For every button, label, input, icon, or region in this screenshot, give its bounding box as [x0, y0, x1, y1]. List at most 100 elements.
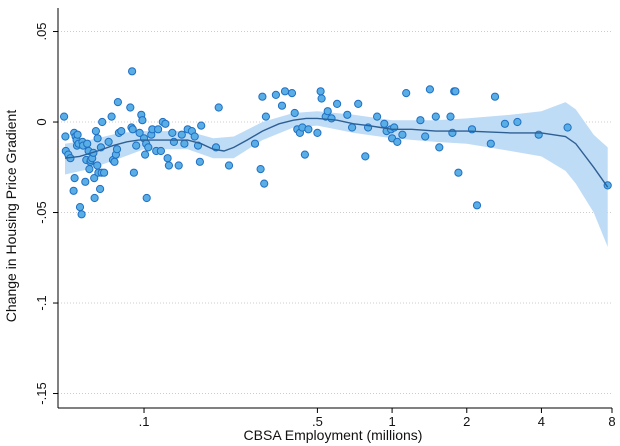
x-axis-title: CBSA Employment (millions): [244, 427, 423, 443]
data-point: [300, 150, 309, 159]
data-point: [129, 168, 138, 177]
x-tick-label: 2: [463, 414, 470, 429]
data-point: [490, 92, 500, 101]
data-point: [277, 101, 287, 110]
data-point: [107, 112, 116, 121]
data-point: [197, 121, 206, 130]
data-point: [112, 145, 122, 154]
data-point: [260, 179, 269, 188]
data-point: [431, 112, 440, 121]
data-point: [287, 89, 297, 98]
data-point: [451, 87, 460, 96]
data-point: [113, 98, 123, 107]
data-point: [174, 161, 183, 170]
y-tick-label: .05: [34, 22, 49, 40]
data-point: [135, 128, 144, 137]
data-point: [163, 154, 172, 163]
data-point: [534, 130, 543, 139]
y-tick-label: -.05: [34, 201, 49, 223]
data-point: [168, 128, 177, 137]
data-point: [421, 132, 430, 141]
y-axis-title: Change in Housing Price Gradient: [3, 110, 19, 323]
data-point: [90, 174, 99, 183]
data-point: [398, 130, 407, 139]
data-point: [69, 186, 78, 195]
data-point: [313, 128, 322, 137]
data-point: [104, 137, 113, 146]
data-point: [416, 116, 425, 125]
data-point: [169, 137, 178, 146]
data-point: [256, 165, 265, 174]
data-point: [317, 94, 326, 103]
data-point: [354, 99, 363, 109]
x-tick-label: .5: [312, 414, 323, 429]
data-point: [323, 107, 332, 116]
data-point: [472, 201, 482, 210]
data-point: [96, 184, 105, 194]
data-point: [327, 114, 336, 123]
y-tick-label: -.15: [34, 382, 49, 404]
fit-line: [64, 117, 609, 188]
data-point: [348, 123, 357, 132]
y-tick-label: -.1: [34, 295, 49, 310]
data-point: [224, 161, 234, 170]
data-point: [141, 150, 150, 159]
x-tick-label: 4: [538, 414, 545, 429]
data-point: [271, 90, 280, 100]
data-point: [304, 125, 313, 134]
data-point: [195, 157, 204, 166]
data-point: [73, 130, 82, 139]
confidence-band: [65, 102, 608, 247]
data-point: [250, 139, 260, 148]
data-point: [380, 119, 389, 128]
data-point: [563, 123, 572, 132]
data-point: [333, 99, 342, 109]
data-point: [128, 125, 137, 134]
fit-line-group: [64, 117, 609, 188]
data-point: [128, 67, 137, 76]
data-point: [77, 210, 86, 219]
data-point: [132, 141, 141, 150]
data-point: [100, 168, 109, 177]
data-point: [138, 116, 147, 125]
data-point: [435, 143, 444, 152]
x-tick-label: .1: [139, 414, 150, 429]
data-point: [70, 174, 79, 183]
data-point: [393, 137, 402, 146]
data-point: [142, 193, 151, 203]
axes: .05 0 -.05 -.1 -.15 .1 .5 1 2 4 8: [34, 8, 616, 429]
data-point: [316, 87, 325, 96]
data-point: [60, 112, 69, 121]
data-point: [390, 123, 399, 132]
data-point: [446, 112, 455, 121]
data-point: [448, 128, 457, 137]
data-point: [361, 152, 370, 161]
ci-band: [65, 102, 608, 247]
data-point: [280, 87, 290, 96]
data-point: [117, 127, 126, 136]
data-point: [513, 117, 522, 127]
data-point: [402, 89, 411, 98]
data-point: [81, 177, 90, 186]
data-point: [261, 112, 270, 121]
data-point: [290, 108, 299, 118]
data-point: [75, 203, 85, 212]
data-point: [93, 161, 102, 170]
data-point: [83, 139, 92, 148]
data-point: [154, 125, 163, 134]
y-tick-label: 0: [34, 118, 49, 125]
data-point: [93, 134, 102, 143]
data-point: [343, 110, 352, 119]
data-point: [486, 139, 495, 148]
data-point: [258, 92, 267, 101]
data-point: [161, 119, 170, 128]
data-point: [373, 112, 382, 121]
data-point: [85, 165, 94, 174]
data-point: [454, 168, 463, 177]
data-point: [126, 103, 135, 112]
data-point: [156, 146, 165, 156]
data-point: [98, 117, 107, 127]
data-point: [164, 161, 173, 170]
data-point: [190, 132, 199, 141]
